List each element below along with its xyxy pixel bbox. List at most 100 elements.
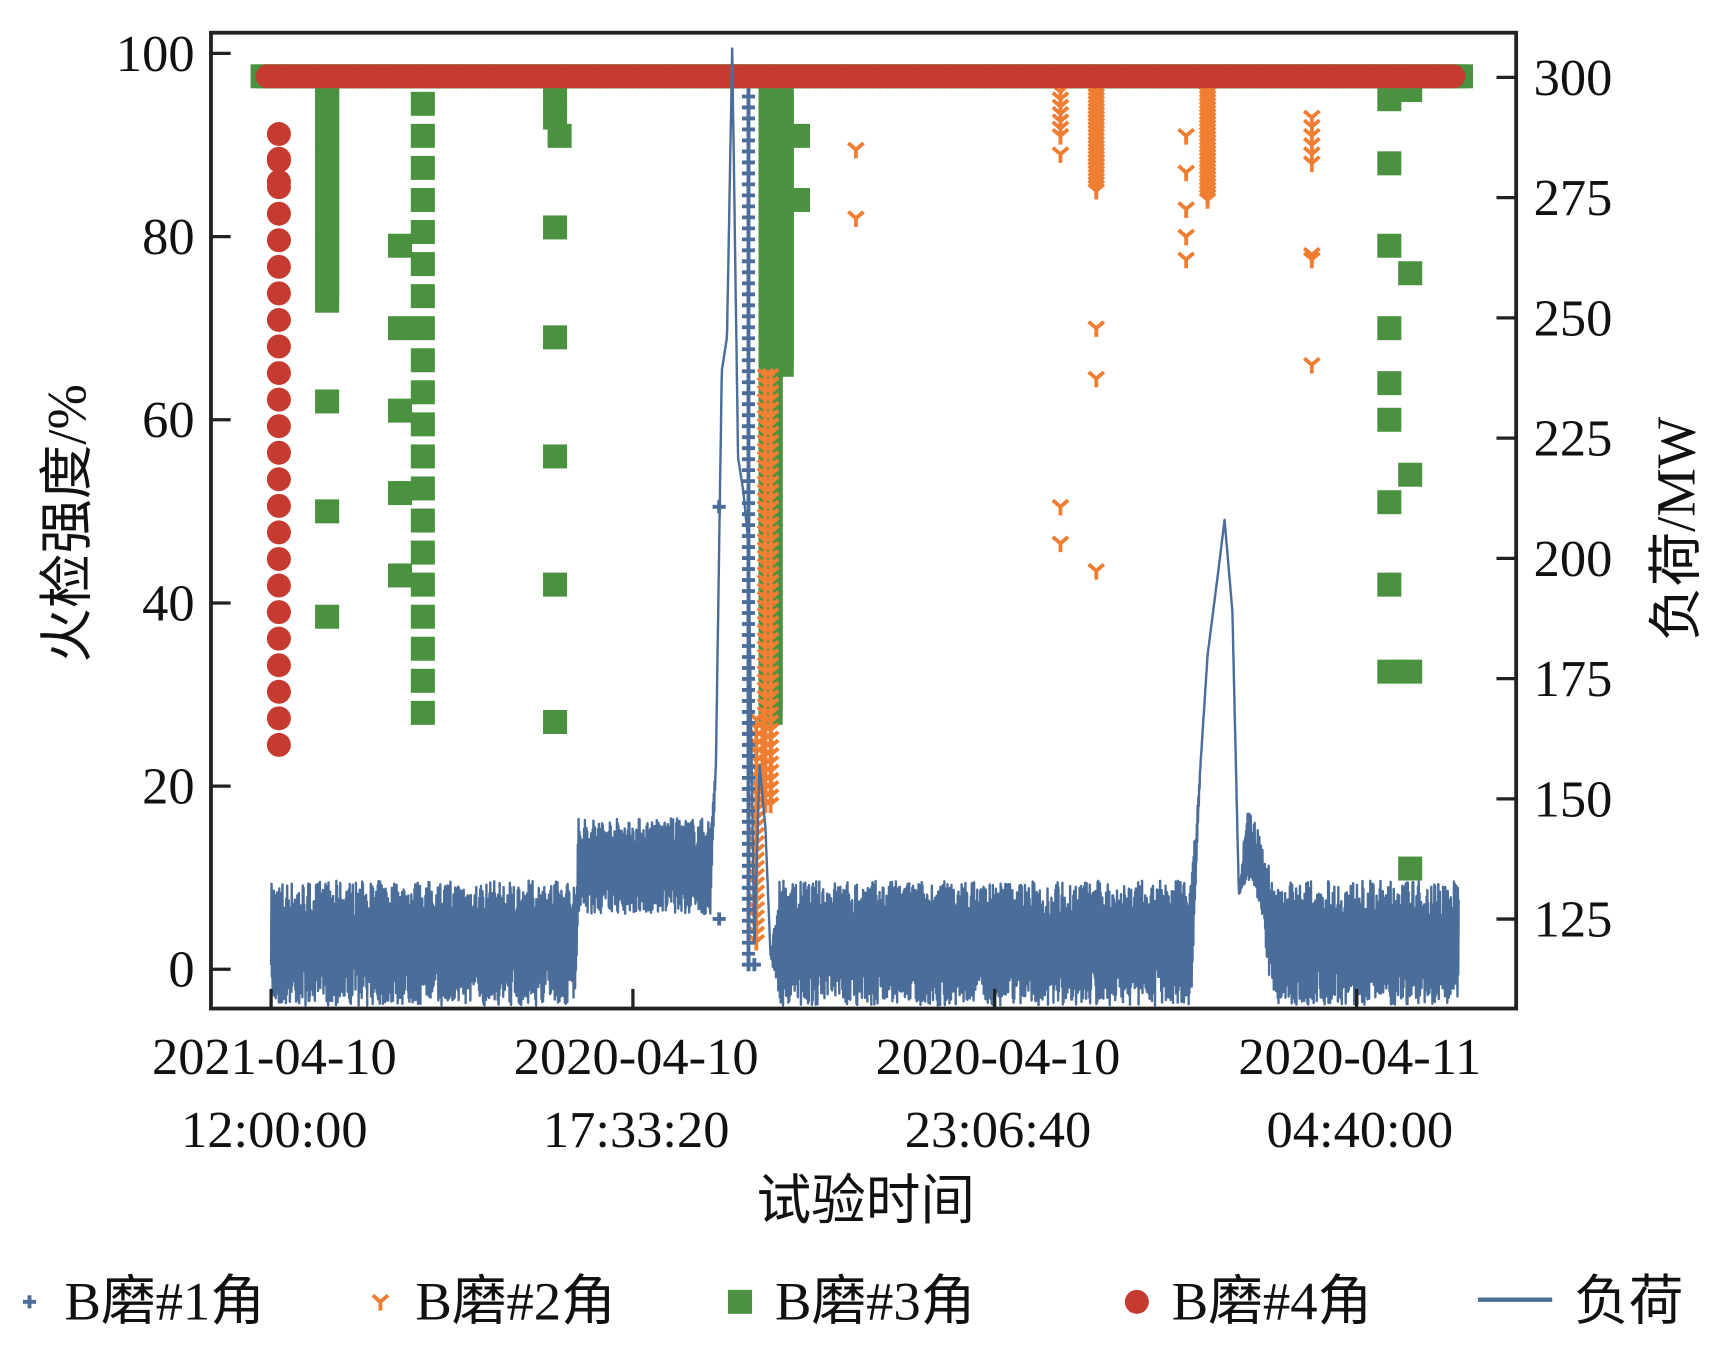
data-point xyxy=(1177,201,1196,218)
data-point xyxy=(388,316,413,341)
axes: 0 20 40 60 80 100 125 150 175 200 225 250 275 300 2021… xyxy=(116,25,1612,1159)
data-point xyxy=(543,105,568,130)
data-point xyxy=(741,463,756,477)
data-point xyxy=(747,958,761,972)
data-point xyxy=(543,87,568,112)
data-point xyxy=(741,254,756,268)
y-right-tick-label: 200 xyxy=(1534,530,1613,588)
data-point xyxy=(741,683,756,697)
y-left-tick-label: 80 xyxy=(142,208,194,266)
data-point xyxy=(410,380,435,405)
legend-item-4: B磨#4角 xyxy=(1124,1270,1372,1331)
data-point xyxy=(410,412,435,437)
data-point xyxy=(741,716,756,730)
series-1 xyxy=(258,69,1463,972)
y-axis-right-label: 负荷/MW xyxy=(1645,416,1706,641)
data-point xyxy=(1302,356,1321,374)
data-point xyxy=(266,626,291,651)
data-point xyxy=(266,307,291,332)
legend-label: 负荷 xyxy=(1574,1270,1683,1331)
data-point xyxy=(1087,370,1106,388)
data-point xyxy=(1398,856,1423,881)
x-tick-label-date: 2020-04-10 xyxy=(514,1028,759,1086)
data-point xyxy=(741,298,756,312)
data-point xyxy=(741,287,756,301)
data-point xyxy=(741,386,756,400)
plot-frame xyxy=(209,30,1519,1011)
data-point xyxy=(1302,146,1321,163)
data-point xyxy=(543,325,568,350)
data-point xyxy=(1177,251,1196,269)
data-point xyxy=(1377,407,1402,432)
data-point xyxy=(741,628,756,642)
data-point xyxy=(741,474,756,488)
data-point xyxy=(741,166,756,180)
data-point xyxy=(1302,127,1321,145)
data-point xyxy=(266,334,291,359)
data-point xyxy=(388,398,413,423)
legend-item-3: B磨#3角 xyxy=(728,1270,975,1331)
data-point xyxy=(410,572,435,597)
data-point xyxy=(410,636,435,661)
data-point xyxy=(785,187,810,212)
data-point xyxy=(1302,118,1321,136)
data-point xyxy=(741,309,756,323)
data-point xyxy=(410,700,435,725)
data-point xyxy=(266,653,291,678)
series-4 xyxy=(255,64,1466,757)
data-point xyxy=(315,604,340,629)
data-point xyxy=(741,111,756,125)
data-point xyxy=(741,694,756,708)
data-point xyxy=(266,254,291,279)
data-point xyxy=(543,572,568,597)
data-point xyxy=(410,316,435,341)
legend-marker-plus-icon xyxy=(22,1295,37,1309)
data-point xyxy=(266,281,291,306)
x-tick-label-time: 04:40:00 xyxy=(1267,1101,1454,1159)
legend-item-load: 负荷 xyxy=(1477,1270,1683,1331)
data-point xyxy=(741,221,756,235)
data-point xyxy=(410,123,435,148)
y-right-tick-label: 300 xyxy=(1534,49,1613,107)
data-point xyxy=(266,169,291,194)
data-point xyxy=(1302,109,1321,127)
data-point xyxy=(266,493,291,518)
data-point xyxy=(741,507,756,521)
x-tick-label-date: 2020-04-11 xyxy=(1238,1028,1481,1086)
data-point xyxy=(1377,316,1402,341)
y-left-tick-label: 20 xyxy=(142,758,194,816)
data-point xyxy=(543,710,568,735)
data-point xyxy=(1377,659,1402,684)
data-point xyxy=(266,732,291,757)
data-point xyxy=(741,639,756,653)
data-point xyxy=(741,727,756,741)
data-point xyxy=(266,600,291,625)
data-point xyxy=(741,375,756,389)
legend-label: B磨#1角 xyxy=(64,1270,264,1331)
data-point xyxy=(741,331,756,345)
data-point xyxy=(388,233,413,258)
x-tick-label-time: 23:06:40 xyxy=(905,1101,1092,1159)
data-point xyxy=(543,444,568,469)
data-point xyxy=(1302,251,1321,269)
data-point xyxy=(741,155,756,169)
data-point xyxy=(1302,155,1321,173)
data-point xyxy=(1377,151,1402,176)
x-tick-label-time: 17:33:20 xyxy=(543,1101,730,1159)
data-point xyxy=(266,201,291,226)
data-point xyxy=(1302,137,1321,154)
data-point xyxy=(741,177,756,191)
data-point xyxy=(266,228,291,253)
data-point xyxy=(847,141,865,159)
y-left-tick-label: 0 xyxy=(168,941,194,999)
data-point xyxy=(712,912,726,926)
data-point xyxy=(1398,462,1423,487)
data-point xyxy=(741,122,756,136)
data-point xyxy=(1398,261,1423,286)
data-point xyxy=(847,210,865,228)
y-left-tick-label: 40 xyxy=(142,574,194,632)
data-point xyxy=(547,123,572,148)
data-point xyxy=(1377,371,1402,396)
series-3 xyxy=(250,64,1473,881)
